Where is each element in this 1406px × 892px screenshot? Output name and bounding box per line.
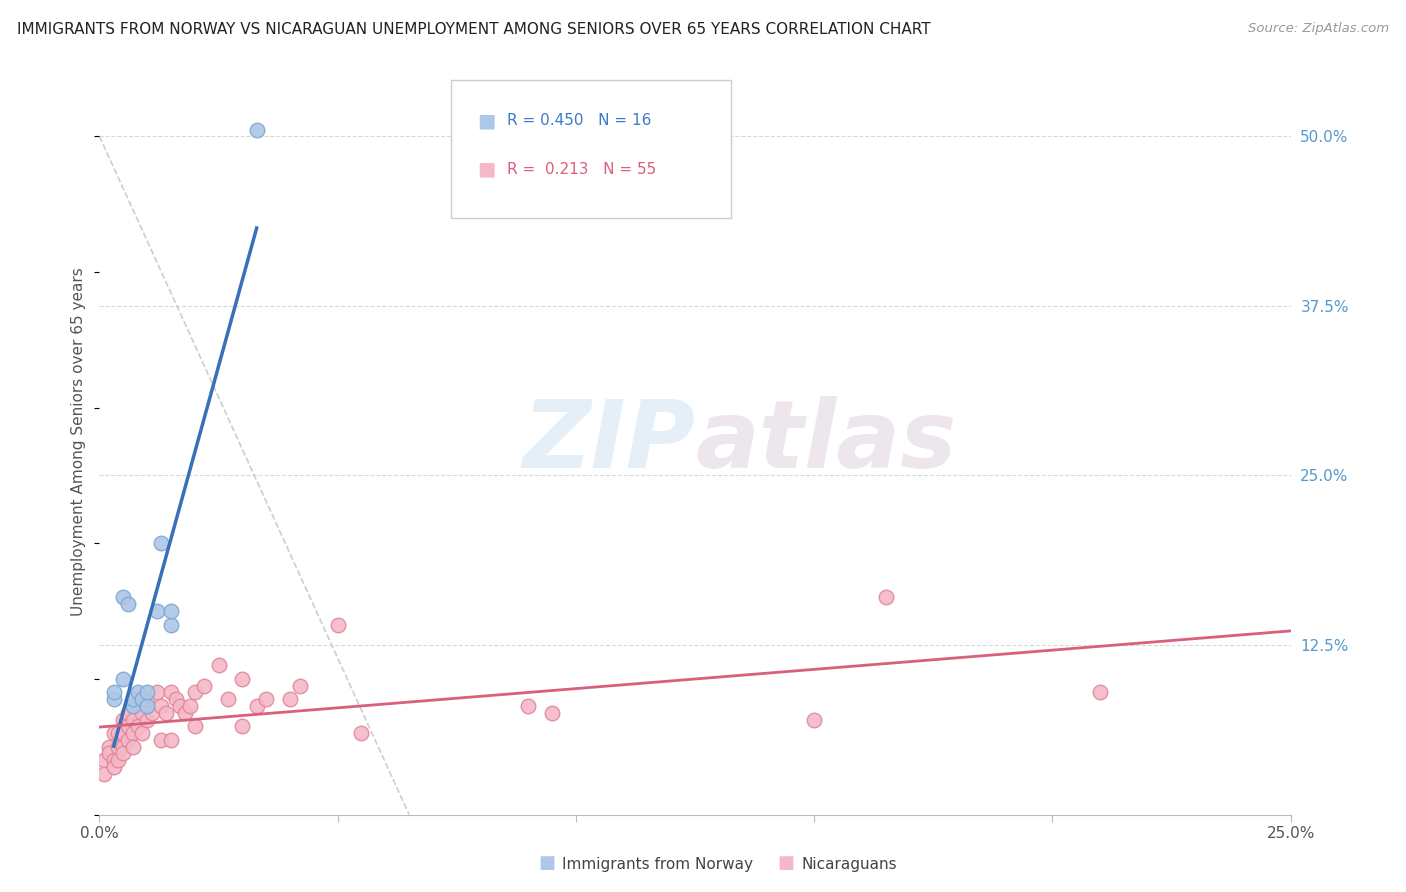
Point	[150, 733, 173, 747]
Point	[155, 706, 177, 720]
Text: Immigrants from Norway: Immigrants from Norway	[562, 857, 754, 872]
Point	[131, 706, 153, 720]
Text: ZIP: ZIP	[522, 395, 695, 488]
Point	[193, 679, 215, 693]
Point	[160, 733, 183, 747]
Text: R = 0.450   N = 16: R = 0.450 N = 16	[506, 113, 651, 128]
Text: ■: ■	[538, 855, 555, 872]
Point	[254, 692, 277, 706]
Point	[107, 753, 129, 767]
Point	[112, 739, 135, 754]
Point	[1088, 685, 1111, 699]
Point	[117, 706, 139, 720]
Point	[141, 706, 163, 720]
Point	[136, 692, 159, 706]
Point	[112, 672, 135, 686]
Point	[231, 672, 253, 686]
Point	[121, 739, 143, 754]
Point	[246, 698, 269, 713]
Point	[103, 726, 125, 740]
Point	[136, 698, 159, 713]
Text: Nicaraguans: Nicaraguans	[801, 857, 897, 872]
Point	[145, 604, 167, 618]
Point	[150, 536, 173, 550]
FancyBboxPatch shape	[451, 79, 731, 218]
Point	[136, 685, 159, 699]
Point	[127, 719, 149, 733]
Point	[803, 713, 825, 727]
Point	[246, 122, 269, 136]
Text: Source: ZipAtlas.com: Source: ZipAtlas.com	[1249, 22, 1389, 36]
Y-axis label: Unemployment Among Seniors over 65 years: Unemployment Among Seniors over 65 years	[72, 267, 86, 615]
Point	[121, 698, 143, 713]
Point	[183, 685, 205, 699]
Point	[103, 692, 125, 706]
Point	[93, 753, 115, 767]
Point	[127, 698, 149, 713]
Point	[103, 685, 125, 699]
Point	[103, 760, 125, 774]
Text: ■: ■	[477, 112, 495, 130]
Point	[93, 767, 115, 781]
Point	[288, 679, 311, 693]
Point	[179, 698, 201, 713]
Point	[160, 685, 183, 699]
Text: ■: ■	[477, 160, 495, 178]
Text: ■: ■	[778, 855, 794, 872]
Point	[107, 726, 129, 740]
Point	[112, 747, 135, 761]
Point	[165, 692, 187, 706]
Point	[121, 726, 143, 740]
Point	[207, 658, 229, 673]
Point	[145, 685, 167, 699]
Point	[121, 692, 143, 706]
Point	[131, 692, 153, 706]
Point	[97, 739, 120, 754]
Point	[541, 706, 564, 720]
Point	[121, 713, 143, 727]
Text: atlas: atlas	[695, 395, 956, 488]
Text: R =  0.213   N = 55: R = 0.213 N = 55	[506, 161, 657, 177]
Point	[112, 726, 135, 740]
Point	[183, 719, 205, 733]
Point	[117, 719, 139, 733]
Point	[517, 698, 540, 713]
Point	[875, 591, 897, 605]
Point	[117, 733, 139, 747]
Point	[278, 692, 301, 706]
Point	[217, 692, 239, 706]
Point	[117, 597, 139, 611]
Point	[112, 713, 135, 727]
Point	[150, 698, 173, 713]
Point	[112, 591, 135, 605]
Point	[326, 617, 349, 632]
Point	[103, 753, 125, 767]
Point	[136, 713, 159, 727]
Point	[350, 726, 373, 740]
Point	[174, 706, 197, 720]
Point	[131, 726, 153, 740]
Point	[160, 617, 183, 632]
Point	[160, 604, 183, 618]
Point	[231, 719, 253, 733]
Point	[169, 698, 191, 713]
Text: IMMIGRANTS FROM NORWAY VS NICARAGUAN UNEMPLOYMENT AMONG SENIORS OVER 65 YEARS CO: IMMIGRANTS FROM NORWAY VS NICARAGUAN UNE…	[17, 22, 931, 37]
Point	[107, 739, 129, 754]
Point	[97, 747, 120, 761]
Point	[127, 685, 149, 699]
